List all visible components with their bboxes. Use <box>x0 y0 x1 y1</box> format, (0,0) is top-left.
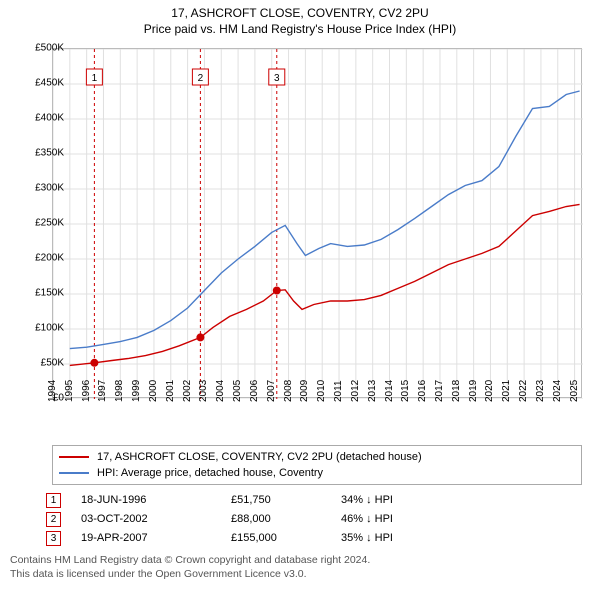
x-tick-label: 2013 <box>367 380 378 402</box>
x-tick-label: 2019 <box>468 380 479 402</box>
x-tick-label: 2007 <box>266 380 277 402</box>
attribution: Contains HM Land Registry data © Crown c… <box>10 554 590 581</box>
attribution-line-2: This data is licensed under the Open Gov… <box>10 568 590 582</box>
x-tick-label: 2017 <box>434 380 445 402</box>
x-tick-label: 2002 <box>182 380 193 402</box>
legend-swatch-price-paid <box>59 456 89 458</box>
x-tick-label: 1994 <box>47 380 58 402</box>
x-tick-label: 1996 <box>81 380 92 402</box>
attribution-line-1: Contains HM Land Registry data © Crown c… <box>10 554 590 568</box>
sale-date-2: 03-OCT-2002 <box>81 513 231 525</box>
x-tick-label: 2021 <box>501 380 512 402</box>
x-tick-label: 2001 <box>165 380 176 402</box>
x-tick-label: 2016 <box>417 380 428 402</box>
y-tick-label: £350K <box>35 148 64 159</box>
sale-diff-2: 46% ↓ HPI <box>341 513 441 525</box>
y-tick-label: £250K <box>35 218 64 229</box>
sale-diff-3: 35% ↓ HPI <box>341 532 441 544</box>
legend: 17, ASHCROFT CLOSE, COVENTRY, CV2 2PU (d… <box>52 445 582 485</box>
x-tick-label: 2006 <box>249 380 260 402</box>
y-tick-label: £300K <box>35 183 64 194</box>
x-tick-label: 2000 <box>148 380 159 402</box>
x-tick-label: 2015 <box>400 380 411 402</box>
sale-date-3: 19-APR-2007 <box>81 532 231 544</box>
svg-text:1: 1 <box>92 73 98 84</box>
x-tick-label: 2018 <box>451 380 462 402</box>
y-tick-label: £100K <box>35 323 64 334</box>
chart-subtitle: Price paid vs. HM Land Registry's House … <box>0 22 600 36</box>
plot-svg: 1 2 3 <box>53 49 583 399</box>
x-tick-label: 2008 <box>283 380 294 402</box>
x-tick-label: 2014 <box>384 380 395 402</box>
legend-row-price-paid: 17, ASHCROFT CLOSE, COVENTRY, CV2 2PU (d… <box>59 449 575 465</box>
sale-row-1: 1 18-JUN-1996 £51,750 34% ↓ HPI <box>46 491 586 509</box>
svg-text:2: 2 <box>198 73 204 84</box>
x-tick-label: 2009 <box>299 380 310 402</box>
legend-row-hpi: HPI: Average price, detached house, Cove… <box>59 465 575 481</box>
plot-area: 1 2 3 <box>52 48 582 398</box>
svg-text:3: 3 <box>274 73 280 84</box>
x-tick-label: 2020 <box>484 380 495 402</box>
chart-title: 17, ASHCROFT CLOSE, COVENTRY, CV2 2PU <box>0 6 600 20</box>
y-tick-label: £200K <box>35 253 64 264</box>
x-tick-label: 2024 <box>552 380 563 402</box>
sale-row-3: 3 19-APR-2007 £155,000 35% ↓ HPI <box>46 529 586 547</box>
legend-label-price-paid: 17, ASHCROFT CLOSE, COVENTRY, CV2 2PU (d… <box>97 451 422 463</box>
sale-marker-1: 1 <box>46 493 61 508</box>
sale-price-2: £88,000 <box>231 513 341 525</box>
x-tick-label: 1997 <box>97 380 108 402</box>
y-tick-label: £50K <box>41 358 64 369</box>
x-tick-label: 2022 <box>518 380 529 402</box>
y-tick-label: £500K <box>35 43 64 54</box>
title-block: 17, ASHCROFT CLOSE, COVENTRY, CV2 2PU Pr… <box>0 0 600 36</box>
sale-row-2: 2 03-OCT-2002 £88,000 46% ↓ HPI <box>46 510 586 528</box>
x-tick-label: 2023 <box>535 380 546 402</box>
y-tick-label: £150K <box>35 288 64 299</box>
x-tick-label: 2005 <box>232 380 243 402</box>
sale-marker-3: 3 <box>46 531 61 546</box>
x-tick-label: 1998 <box>114 380 125 402</box>
x-tick-label: 2010 <box>316 380 327 402</box>
sale-marker-2: 2 <box>46 512 61 527</box>
x-tick-label: 1999 <box>131 380 142 402</box>
y-tick-label: £400K <box>35 113 64 124</box>
x-tick-label: 1995 <box>64 380 75 402</box>
y-tick-label: £450K <box>35 78 64 89</box>
legend-label-hpi: HPI: Average price, detached house, Cove… <box>97 467 323 479</box>
legend-swatch-hpi <box>59 472 89 474</box>
sale-price-1: £51,750 <box>231 494 341 506</box>
x-tick-label: 2012 <box>350 380 361 402</box>
x-tick-label: 2011 <box>333 380 344 402</box>
sale-date-1: 18-JUN-1996 <box>81 494 231 506</box>
sale-diff-1: 34% ↓ HPI <box>341 494 441 506</box>
x-tick-label: 2004 <box>215 380 226 402</box>
plot-wrap: 1 2 3 <box>52 48 582 398</box>
sale-price-3: £155,000 <box>231 532 341 544</box>
sales-table: 1 18-JUN-1996 £51,750 34% ↓ HPI 2 03-OCT… <box>46 490 586 548</box>
x-tick-label: 2003 <box>198 380 209 402</box>
x-tick-label: 2025 <box>569 380 580 402</box>
chart-container: 17, ASHCROFT CLOSE, COVENTRY, CV2 2PU Pr… <box>0 0 600 590</box>
